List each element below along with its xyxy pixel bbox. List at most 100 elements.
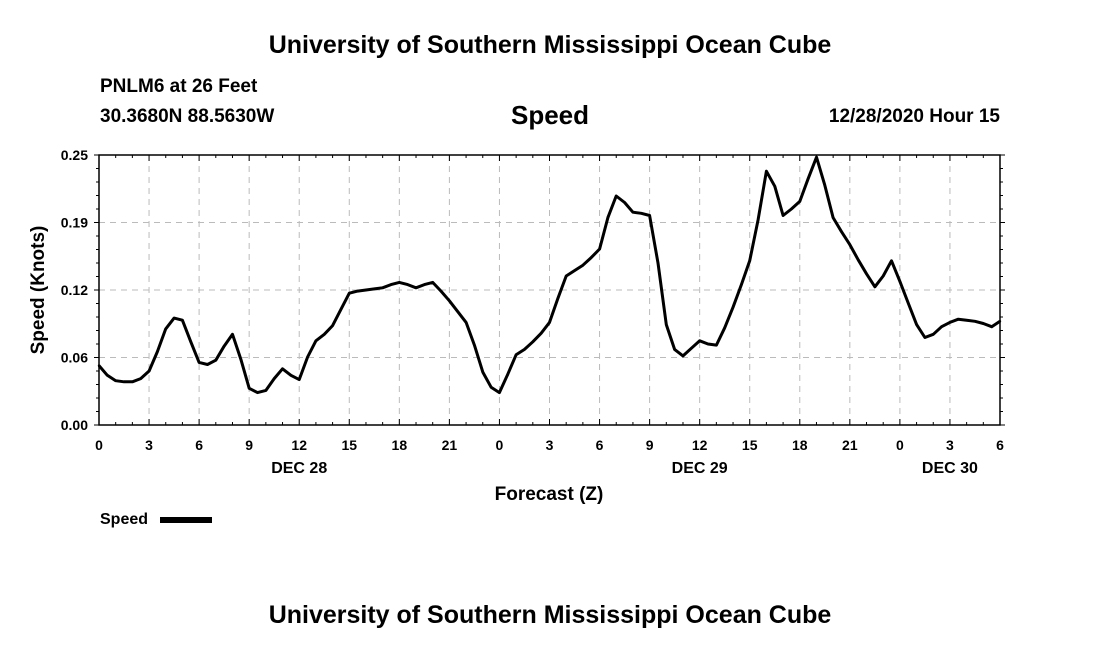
speed-data-point <box>406 283 409 286</box>
speed-data-point <box>940 325 943 328</box>
speed-data-point <box>698 339 701 342</box>
x-tick-label: 15 <box>341 437 357 453</box>
speed-data-point <box>389 283 393 286</box>
speed-data-point <box>172 316 176 320</box>
speed-data-point <box>498 391 501 394</box>
x-tick-label: 0 <box>496 437 504 453</box>
y-axis-label: Speed (Knots) <box>28 226 49 355</box>
speed-data-point <box>823 184 826 187</box>
x-tick-label: 21 <box>842 437 858 453</box>
x-tick-label: 0 <box>896 437 904 453</box>
x-tick-label: 15 <box>742 437 758 453</box>
speed-data-point <box>681 354 685 358</box>
speed-data-point <box>706 342 710 346</box>
speed-data-point <box>197 361 201 364</box>
speed-data-point <box>514 353 518 356</box>
speed-data-point <box>264 389 268 392</box>
x-tick-label: 18 <box>792 437 808 453</box>
speed-data-point <box>723 326 726 329</box>
speed-data-point <box>531 340 534 343</box>
y-tick-label: 0.00 <box>61 417 88 433</box>
x-tick-label: 18 <box>392 437 408 453</box>
speed-data-point <box>456 310 459 313</box>
x-tick-label: 3 <box>946 437 954 453</box>
speed-data-point <box>907 301 910 305</box>
speed-data-point <box>556 297 559 300</box>
y-tick-label: 0.06 <box>61 350 88 366</box>
axis-tick-labels: 0.00 0.06 0.12 0.19 0.25 0 3 6 9 12 15 18 21 0 3 6 9 12 15… <box>61 147 1004 477</box>
day-label: DEC 29 <box>672 460 728 477</box>
speed-data-point <box>790 207 793 211</box>
speed-data-point <box>781 214 785 217</box>
speed-data-point <box>214 359 217 362</box>
x-tick-label: 6 <box>996 437 1004 453</box>
speed-data-point <box>623 201 626 204</box>
speed-data-point <box>756 218 760 221</box>
speed-data-point <box>973 320 977 323</box>
speed-data-point <box>106 374 109 377</box>
speed-data-point <box>306 355 309 359</box>
speed-data-point <box>690 347 693 350</box>
speed-data-point <box>573 269 576 272</box>
speed-data-point <box>715 343 718 347</box>
speed-data-point <box>898 280 902 283</box>
variable-title: Speed <box>510 100 590 130</box>
speed-data-point <box>665 323 668 326</box>
speed-data-point <box>189 340 192 343</box>
speed-data-point <box>439 289 443 293</box>
speed-data-point <box>990 325 993 328</box>
x-tick-label: 3 <box>546 437 554 453</box>
x-tick-label: 12 <box>692 437 708 453</box>
speed-data-point <box>373 287 376 291</box>
speed-data-point <box>464 321 468 324</box>
axis-ticks <box>94 154 1005 426</box>
x-tick-label: 9 <box>646 437 654 453</box>
speed-data-point <box>656 261 660 265</box>
speed-data-point <box>957 318 960 321</box>
speed-data-point <box>640 212 643 215</box>
speed-data-point <box>339 308 343 311</box>
y-tick-label: 0.19 <box>61 215 88 231</box>
speed-data-point <box>139 377 142 380</box>
speed-data-point <box>381 286 384 289</box>
speed-data-point <box>673 348 676 351</box>
x-tick-label: 21 <box>442 437 458 453</box>
speed-data-point <box>831 216 835 219</box>
speed-data-point <box>489 386 493 389</box>
x-tick-label: 3 <box>145 437 153 453</box>
speed-data-point <box>281 367 284 370</box>
legend-label: Speed <box>100 511 148 528</box>
speed-data-point <box>890 259 893 262</box>
x-tick-label: 6 <box>596 437 604 453</box>
speed-data-point <box>806 177 810 180</box>
y-tick-label: 0.25 <box>61 147 88 163</box>
speed-data-point <box>606 216 610 219</box>
speed-data-point <box>231 333 234 336</box>
speed-data-point <box>590 256 593 259</box>
speed-data-point <box>857 258 860 261</box>
speed-data-point <box>473 343 476 347</box>
speed-data-point <box>506 373 509 376</box>
speed-data-point <box>273 377 276 380</box>
speed-data-point <box>431 281 434 284</box>
speed-data-point <box>998 320 1002 323</box>
legend-swatch <box>160 517 212 523</box>
x-tick-label: 6 <box>195 437 203 453</box>
speed-data-point <box>765 170 768 173</box>
speed-data-point <box>323 333 326 336</box>
speed-data-point <box>648 214 651 217</box>
speed-data-point <box>348 292 351 295</box>
x-axis-label: Forecast (Z) <box>495 484 604 505</box>
speed-data-point <box>206 363 209 366</box>
grid <box>99 155 1000 425</box>
speed-data-point <box>364 288 368 292</box>
speed-data-point <box>398 281 401 284</box>
speed-data-point <box>239 357 242 361</box>
speed-data-point <box>131 380 134 383</box>
speed-data-point <box>298 378 301 381</box>
speed-data-point <box>882 274 885 278</box>
footer-title: University of Southern Mississippi Ocean… <box>268 601 832 629</box>
speed-data-point <box>147 369 151 373</box>
y-tick-label: 0.12 <box>61 282 88 298</box>
